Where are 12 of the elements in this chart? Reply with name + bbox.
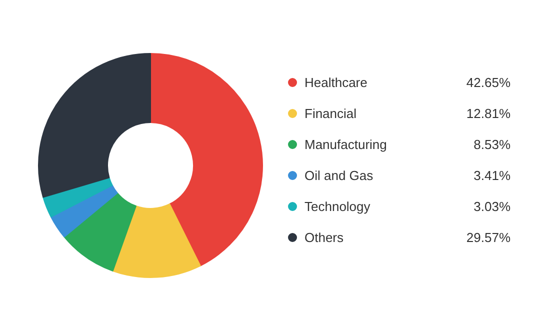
legend-label: Healthcare: [304, 75, 368, 90]
legend-label: Technology: [304, 199, 371, 214]
data-label: 3.41%: [474, 168, 511, 183]
data-label: 42.65%: [466, 75, 511, 90]
data-label: 3.03%: [474, 199, 511, 214]
data-label: 8.53%: [474, 137, 511, 152]
legend-label: Oil and Gas: [304, 168, 374, 183]
data-label: 29.57%: [466, 230, 511, 245]
data-label: 12.81%: [466, 106, 511, 121]
legend-label: Others: [304, 230, 344, 245]
legend-label: Manufacturing: [304, 137, 387, 152]
legend-label: Financial: [304, 106, 357, 121]
